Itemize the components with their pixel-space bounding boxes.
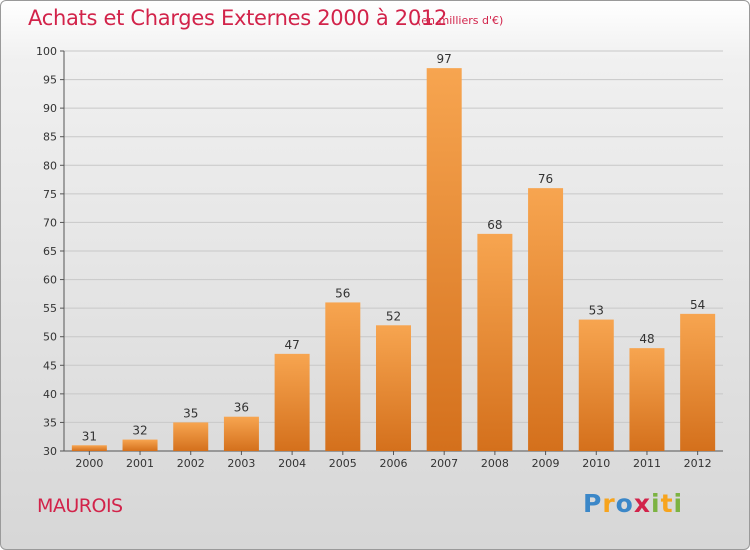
y-tick-label: 30 <box>43 445 57 458</box>
bar-2002[interactable] <box>173 422 209 451</box>
y-tick-label: 50 <box>43 331 57 344</box>
data-label-2002: 35 <box>183 406 198 420</box>
bar-2005[interactable] <box>325 302 361 451</box>
x-tick-label-2009: 2009 <box>532 457 560 470</box>
x-tick-label-2003: 2003 <box>227 457 255 470</box>
logo-letter: P <box>583 489 603 518</box>
logo-letter: x <box>633 489 651 518</box>
y-tick-label: 75 <box>43 188 57 201</box>
x-tick-label-2012: 2012 <box>684 457 712 470</box>
y-tick-label: 90 <box>43 102 57 115</box>
bar-2003[interactable] <box>223 416 259 451</box>
x-tick-label-2004: 2004 <box>278 457 306 470</box>
data-label-2005: 56 <box>335 286 350 300</box>
y-tick-label: 55 <box>43 302 57 315</box>
bar-2011[interactable] <box>629 348 665 451</box>
logo-letter: o <box>615 489 634 518</box>
chart-subtitle: (en milliers d'€) <box>417 14 504 27</box>
logo-letter: i <box>673 489 684 518</box>
bar-2001[interactable] <box>122 439 158 451</box>
data-label-2009: 76 <box>538 172 553 186</box>
x-tick-label-2008: 2008 <box>481 457 509 470</box>
y-tick-label: 100 <box>36 45 57 58</box>
x-tick-label-2005: 2005 <box>329 457 357 470</box>
bar-2004[interactable] <box>274 353 310 451</box>
y-tick-label: 95 <box>43 74 57 87</box>
y-tick-label: 85 <box>43 131 57 144</box>
x-tick-label-2000: 2000 <box>75 457 103 470</box>
data-label-2000: 31 <box>82 429 97 443</box>
y-tick-label: 40 <box>43 388 57 401</box>
x-tick-label-2002: 2002 <box>177 457 205 470</box>
commune-name: MAUROIS <box>37 495 123 517</box>
logo-letter: t <box>660 489 674 518</box>
chart-title: Achats et Charges Externes 2000 à 2012 <box>28 6 448 30</box>
y-tick-label: 35 <box>43 416 57 429</box>
y-tick-label: 80 <box>43 159 57 172</box>
data-label-2011: 48 <box>639 332 654 346</box>
data-label-2006: 52 <box>386 309 401 323</box>
bar-2009[interactable] <box>528 188 564 451</box>
y-tick-label: 65 <box>43 245 57 258</box>
x-tick-label-2007: 2007 <box>430 457 458 470</box>
data-label-2001: 32 <box>132 424 147 438</box>
bar-2007[interactable] <box>426 68 462 452</box>
bar-2010[interactable] <box>578 319 614 451</box>
proxiti-logo[interactable]: Proxiti <box>583 489 683 518</box>
x-tick-label-2010: 2010 <box>582 457 610 470</box>
data-label-2003: 36 <box>234 401 249 415</box>
x-tick-label-2006: 2006 <box>380 457 408 470</box>
bar-2008[interactable] <box>477 233 513 451</box>
y-tick-label: 45 <box>43 359 57 372</box>
data-label-2012: 54 <box>690 298 705 312</box>
bar-2006[interactable] <box>376 325 411 451</box>
y-tick-label: 70 <box>43 216 57 229</box>
logo-letter: i <box>651 489 661 518</box>
bar-2000[interactable] <box>71 445 107 451</box>
logo-letter: r <box>602 489 616 518</box>
y-tick-label: 60 <box>43 274 57 287</box>
bar-2012[interactable] <box>680 313 716 451</box>
data-label-2008: 68 <box>487 218 502 232</box>
data-label-2004: 47 <box>284 338 299 352</box>
data-label-2007: 97 <box>437 52 452 66</box>
x-tick-label-2011: 2011 <box>633 457 661 470</box>
x-tick-label-2001: 2001 <box>126 457 154 470</box>
data-label-2010: 53 <box>589 304 604 318</box>
